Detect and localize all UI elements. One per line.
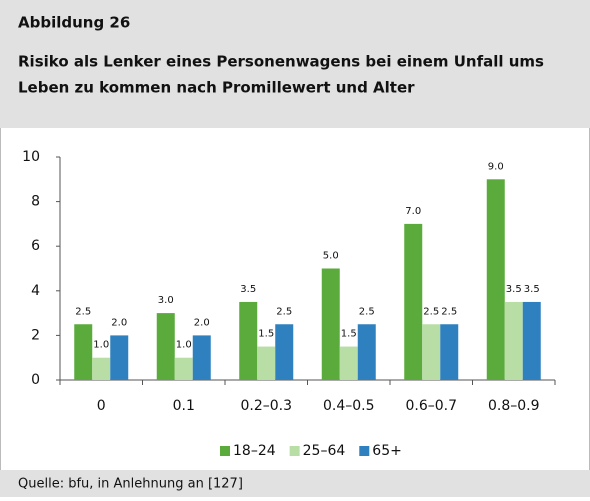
bar — [110, 335, 129, 380]
value-label: 5.0 — [323, 251, 339, 262]
value-label: 2.5 — [276, 306, 292, 317]
source: Quelle: bfu, in Anlehnung an [127] — [18, 477, 243, 492]
value-label: 2.0 — [194, 317, 210, 328]
x-tick-label: 0 — [97, 398, 106, 414]
x-tick-label: 0.4–0.5 — [323, 398, 375, 414]
bar — [156, 313, 175, 380]
x-tick-label: 0.2–0.3 — [240, 398, 292, 414]
bar — [74, 324, 93, 380]
bar — [522, 301, 541, 380]
bar — [174, 357, 193, 380]
value-label: 2.5 — [75, 306, 91, 317]
bar — [440, 324, 459, 380]
value-label: 7.0 — [405, 206, 421, 217]
bar — [404, 223, 423, 380]
value-label: 2.5 — [423, 306, 439, 317]
y-tick-label: 2 — [31, 327, 40, 343]
value-label: 1.0 — [93, 340, 109, 351]
legend-label: 65+ — [372, 443, 402, 459]
value-label: 1.0 — [176, 340, 192, 351]
y-tick-label: 8 — [31, 194, 40, 210]
value-label: 2.5 — [441, 306, 457, 317]
title-line: Risiko als Lenker eines Personenwagens b… — [18, 53, 544, 71]
figure-number: Abbildung 26 — [18, 14, 130, 32]
value-label: 9.0 — [488, 161, 504, 172]
value-label: 2.0 — [111, 317, 127, 328]
y-tick-label: 0 — [31, 372, 40, 388]
bar — [422, 324, 441, 380]
value-label: 1.5 — [258, 329, 274, 340]
value-label: 1.5 — [341, 329, 357, 340]
legend-swatch — [289, 446, 300, 456]
header-bg — [0, 0, 590, 128]
bar — [192, 335, 211, 380]
y-tick-label: 6 — [31, 238, 40, 254]
value-label: 3.0 — [158, 295, 174, 306]
value-label: 3.5 — [524, 284, 540, 295]
title-line: Leben zu kommen nach Promillewert und Al… — [18, 79, 415, 97]
y-tick-label: 10 — [22, 149, 40, 165]
footer-bg — [0, 470, 590, 497]
bar — [486, 179, 505, 380]
legend-swatch — [359, 446, 370, 456]
value-label: 2.5 — [359, 306, 375, 317]
x-tick-label: 0.8–0.9 — [488, 398, 540, 414]
x-tick-label: 0.6–0.7 — [405, 398, 457, 414]
bar — [504, 301, 523, 380]
legend-swatch — [220, 446, 230, 456]
bar — [357, 324, 376, 380]
legend-label: 25–64 — [303, 443, 346, 459]
bar — [239, 301, 258, 380]
bar — [92, 357, 111, 380]
value-label: 3.5 — [240, 284, 256, 295]
bar — [339, 346, 358, 380]
bar — [321, 268, 340, 380]
x-tick-label: 0.1 — [173, 398, 195, 414]
y-tick-label: 4 — [31, 283, 40, 299]
bar — [275, 324, 294, 380]
bar — [257, 346, 276, 380]
legend-label: 18–24 — [233, 443, 276, 459]
value-label: 3.5 — [506, 284, 522, 295]
